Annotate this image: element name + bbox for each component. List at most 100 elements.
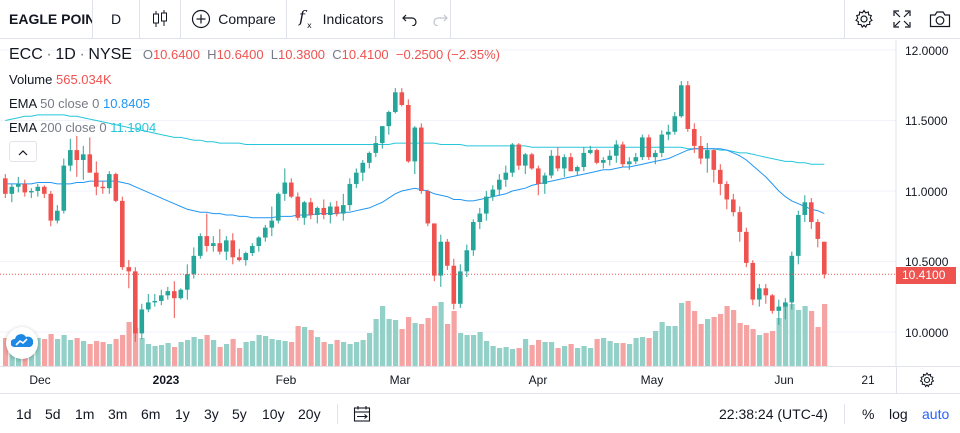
volume-bar: [666, 326, 672, 366]
candle-body: [640, 137, 645, 158]
candle-body: [802, 202, 808, 215]
volume-bar: [815, 327, 821, 366]
volume-bar: [776, 318, 782, 366]
candle-body: [334, 206, 340, 214]
collapse-legend-button[interactable]: [9, 141, 37, 162]
clock-readout[interactable]: 22:38:24 (UTC-4): [719, 406, 828, 422]
candle-body: [94, 172, 99, 187]
legend-low-value: 10.3800: [278, 47, 326, 62]
legend-open-label: O: [142, 47, 153, 62]
undo-button[interactable]: [395, 0, 425, 39]
range-20y[interactable]: 20y: [298, 406, 321, 422]
chart-logo[interactable]: [6, 327, 38, 359]
candle-body: [750, 262, 756, 300]
interval-button[interactable]: D: [93, 0, 139, 39]
candle-body: [698, 145, 704, 159]
volume-value: 565.034K: [56, 72, 112, 87]
candle: [763, 284, 769, 304]
volume-bar: [198, 339, 204, 366]
candle-body: [770, 295, 775, 311]
candle: [796, 210, 801, 265]
candle: [653, 150, 658, 165]
time-axis[interactable]: Dec 2023 Feb Mar Apr May Jun 21: [0, 366, 960, 394]
ema200-legend[interactable]: EMA 200 close 0 11.1904: [9, 120, 156, 135]
volume-bar: [672, 326, 678, 366]
volume-bar: [503, 347, 509, 366]
candle-body: [185, 274, 190, 290]
range-1d[interactable]: 1d: [16, 406, 32, 422]
candle: [243, 251, 249, 266]
candle: [510, 143, 515, 177]
candle-body: [61, 165, 67, 211]
date-range-button[interactable]: [353, 405, 371, 426]
volume-bar: [178, 342, 184, 366]
candle-body: [146, 302, 151, 310]
candle: [549, 150, 554, 179]
symbol-search-button[interactable]: EAGLE POIN: [0, 0, 92, 39]
candle-body: [523, 154, 528, 166]
volume-bar: [165, 343, 171, 366]
settings-button[interactable]: [846, 0, 882, 39]
range-3y[interactable]: 3y: [204, 406, 219, 422]
ema50-legend[interactable]: EMA 50 close 0 10.8405: [9, 96, 150, 111]
range-5d[interactable]: 5d: [45, 406, 61, 422]
percent-toggle[interactable]: %: [862, 406, 875, 422]
candle-body: [646, 137, 652, 158]
volume-bar: [659, 322, 665, 366]
range-10y[interactable]: 10y: [262, 406, 285, 422]
symbol-legend: ECC · 1D · NYSE O10.6400 H10.6400 L10.38…: [9, 46, 500, 63]
candle: [35, 183, 41, 197]
candle-body: [16, 183, 21, 187]
price-chart[interactable]: [0, 40, 960, 366]
volume-legend[interactable]: Volume 565.034K: [9, 72, 112, 87]
compare-button[interactable]: Compare: [181, 0, 286, 39]
volume-bar: [152, 346, 158, 366]
candle: [250, 243, 255, 256]
volume-bar: [81, 341, 87, 366]
range-3m[interactable]: 3m: [108, 406, 128, 422]
range-6m[interactable]: 6m: [141, 406, 161, 422]
time-tick: 2023: [152, 373, 180, 387]
candle-body: [477, 213, 483, 223]
volume-bar: [237, 348, 243, 366]
volume-bar: [575, 348, 581, 366]
log-toggle[interactable]: log: [889, 406, 908, 422]
candle-body: [484, 196, 489, 214]
axis-settings-icon[interactable]: [919, 372, 935, 393]
candle: [341, 193, 346, 221]
price-label: 11.0000: [905, 185, 948, 199]
candle-body: [321, 207, 327, 215]
volume-bar: [581, 346, 587, 366]
candle-body: [204, 236, 210, 246]
volume-bar: [763, 333, 769, 366]
candle: [679, 81, 684, 118]
candle: [620, 141, 626, 168]
volume-bars: [3, 301, 828, 366]
candle: [822, 241, 827, 279]
candle: [55, 205, 60, 224]
candle-body: [757, 288, 762, 300]
volume-bar: [295, 326, 301, 366]
volume-bar: [789, 304, 795, 366]
range-1m[interactable]: 1m: [75, 406, 95, 422]
fullscreen-button[interactable]: [884, 0, 920, 39]
candle-body: [22, 183, 28, 193]
candle: [419, 123, 424, 194]
range-1y[interactable]: 1y: [175, 406, 190, 422]
screenshot-button[interactable]: [922, 0, 958, 39]
auto-toggle[interactable]: auto: [922, 406, 950, 422]
compare-label: Compare: [218, 11, 276, 27]
candle-body: [315, 207, 320, 215]
candle-body: [432, 223, 437, 276]
range-5y[interactable]: 5y: [232, 406, 247, 422]
candle-body: [100, 186, 106, 189]
candle: [204, 213, 210, 252]
candle: [698, 136, 704, 165]
redo-button[interactable]: [425, 0, 455, 39]
chart-type-button[interactable]: [140, 0, 180, 39]
candle-body: [809, 202, 814, 223]
volume-bar: [380, 306, 386, 366]
candle: [406, 99, 411, 163]
time-tick: Feb: [275, 373, 297, 387]
